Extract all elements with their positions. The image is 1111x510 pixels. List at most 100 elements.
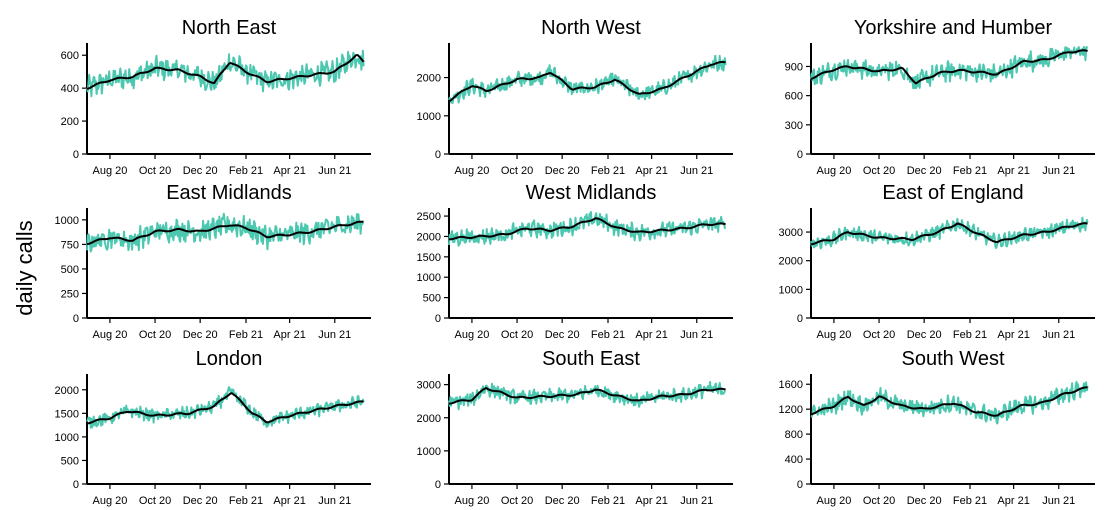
- y-tick-label: 750: [61, 239, 79, 251]
- y-tick-label: 0: [435, 149, 441, 161]
- daily-calls-line: [448, 54, 727, 104]
- x-tick-label: Feb 21: [591, 495, 625, 507]
- x-tick-label: Feb 21: [953, 329, 987, 341]
- y-tick-label: 1000: [779, 284, 803, 296]
- y-tick-label: 2000: [417, 73, 441, 85]
- x-tick-label: Dec 20: [545, 165, 580, 177]
- x-tick-label: Aug 20: [454, 495, 489, 507]
- x-tick-label: Dec 20: [183, 495, 218, 507]
- y-tick-label: 3000: [417, 380, 441, 392]
- x-tick-label: Jun 21: [680, 495, 713, 507]
- y-tick-label: 300: [785, 120, 803, 132]
- x-tick-label: Aug 20: [92, 495, 127, 507]
- x-tick-label: Oct 20: [139, 329, 171, 341]
- x-tick-label: Apr 21: [273, 495, 305, 507]
- x-tick-label: Jun 21: [1042, 329, 1075, 341]
- y-tick-label: 2000: [417, 231, 441, 243]
- y-tick-label: 1200: [779, 404, 803, 416]
- y-tick-label: 400: [785, 454, 803, 466]
- x-tick-label: Jun 21: [318, 165, 351, 177]
- x-tick-label: Apr 21: [273, 165, 305, 177]
- x-tick-label: Aug 20: [92, 329, 127, 341]
- panels: North East 0 200 400 600 Aug 20 Oct 20 Dec 20 Fe…: [55, 17, 1095, 507]
- x-tick-label: Aug 20: [454, 329, 489, 341]
- panel-title: North West: [541, 17, 641, 39]
- daily-calls-line: [86, 212, 364, 253]
- panel-title: North East: [182, 17, 277, 39]
- x-tick-label: Apr 21: [997, 495, 1029, 507]
- x-tick-label: Apr 21: [273, 329, 305, 341]
- y-tick-label: 600: [785, 91, 803, 103]
- y-tick-label: 3000: [779, 227, 803, 239]
- panel-west-midlands: West Midlands 0 500 1000 1500 2000 2500 Aug 20 O…: [417, 182, 733, 341]
- x-tick-label: Apr 21: [635, 165, 667, 177]
- y-tick-label: 800: [785, 429, 803, 441]
- x-tick-label: Apr 21: [635, 329, 667, 341]
- smoothed-line: [86, 220, 364, 246]
- x-tick-label: Apr 21: [997, 165, 1029, 177]
- panel-north-east: North East 0 200 400 600 Aug 20 Oct 20 Dec 20 Fe…: [61, 17, 371, 177]
- x-tick-label: Oct 20: [501, 329, 533, 341]
- y-tick-label: 1000: [417, 111, 441, 123]
- smoothed-line: [448, 387, 726, 405]
- x-tick-label: Dec 20: [183, 165, 218, 177]
- x-tick-label: Oct 20: [139, 165, 171, 177]
- x-tick-label: Feb 21: [229, 165, 263, 177]
- y-tick-label: 1500: [417, 252, 441, 264]
- panel-title: London: [196, 348, 263, 370]
- y-tick-label: 500: [61, 455, 79, 467]
- panel-title: East of England: [882, 182, 1023, 204]
- x-tick-label: Dec 20: [183, 329, 218, 341]
- x-tick-label: Dec 20: [907, 495, 942, 507]
- smoothed-line: [448, 217, 726, 241]
- panel-east-of-england: East of England 0 1000 2000 3000 Aug 20 Oct 20…: [779, 182, 1095, 341]
- daily-calls-line: [448, 380, 726, 411]
- panel-title: Yorkshire and Humber: [854, 17, 1053, 39]
- y-tick-label: 0: [435, 479, 441, 491]
- x-tick-label: Jun 21: [680, 329, 713, 341]
- x-tick-label: Aug 20: [816, 165, 851, 177]
- y-tick-label: 0: [435, 313, 441, 325]
- x-tick-label: Jun 21: [318, 329, 351, 341]
- smoothed-line: [448, 61, 726, 103]
- panel-yorkshire-and-humber: Yorkshire and Humber 0 300 600 900 Aug 20 Oct …: [785, 17, 1095, 177]
- panel-title: South West: [901, 348, 1004, 370]
- panel-north-west: North West 0 1000 2000 Aug 20 Oct 20 Dec 20 Feb…: [417, 17, 733, 177]
- x-tick-label: Oct 20: [863, 165, 895, 177]
- panel-title: West Midlands: [526, 182, 657, 204]
- y-tick-label: 2000: [55, 385, 79, 397]
- y-tick-label: 2500: [417, 211, 441, 223]
- x-tick-label: Dec 20: [907, 165, 942, 177]
- y-tick-label: 500: [423, 293, 441, 305]
- x-tick-label: Dec 20: [545, 495, 580, 507]
- x-tick-label: Dec 20: [907, 329, 942, 341]
- x-tick-label: Oct 20: [863, 495, 895, 507]
- y-tick-label: 500: [61, 264, 79, 276]
- y-tick-label: 1500: [55, 408, 79, 420]
- y-tick-label: 2000: [779, 256, 803, 268]
- y-tick-label: 400: [61, 83, 79, 95]
- x-tick-label: Jun 21: [680, 165, 713, 177]
- x-tick-label: Jun 21: [1042, 165, 1075, 177]
- x-tick-label: Jun 21: [318, 495, 351, 507]
- smoothed-line: [810, 49, 1088, 85]
- y-tick-label: 0: [797, 149, 803, 161]
- smoothed-line: [810, 222, 1088, 246]
- y-tick-label: 0: [73, 479, 79, 491]
- x-tick-label: Oct 20: [501, 495, 533, 507]
- y-tick-label: 600: [61, 50, 79, 62]
- daily-calls-line: [86, 386, 365, 429]
- y-tick-label: 2000: [417, 413, 441, 425]
- y-tick-label: 1000: [417, 272, 441, 284]
- x-tick-label: Apr 21: [635, 495, 667, 507]
- x-tick-label: Oct 20: [501, 165, 533, 177]
- daily-calls-line: [810, 380, 1089, 425]
- x-tick-label: Oct 20: [863, 329, 895, 341]
- panel-east-midlands: East Midlands 0 250 500 750 1000 Aug 20 Oct 20 D…: [55, 182, 371, 341]
- x-tick-label: Feb 21: [953, 495, 987, 507]
- x-tick-label: Aug 20: [816, 495, 851, 507]
- x-tick-label: Apr 21: [997, 329, 1029, 341]
- panel-south-east: South East 0 1000 2000 3000 Aug 20 Oct 20 Dec 2…: [417, 348, 733, 507]
- x-tick-label: Feb 21: [591, 165, 625, 177]
